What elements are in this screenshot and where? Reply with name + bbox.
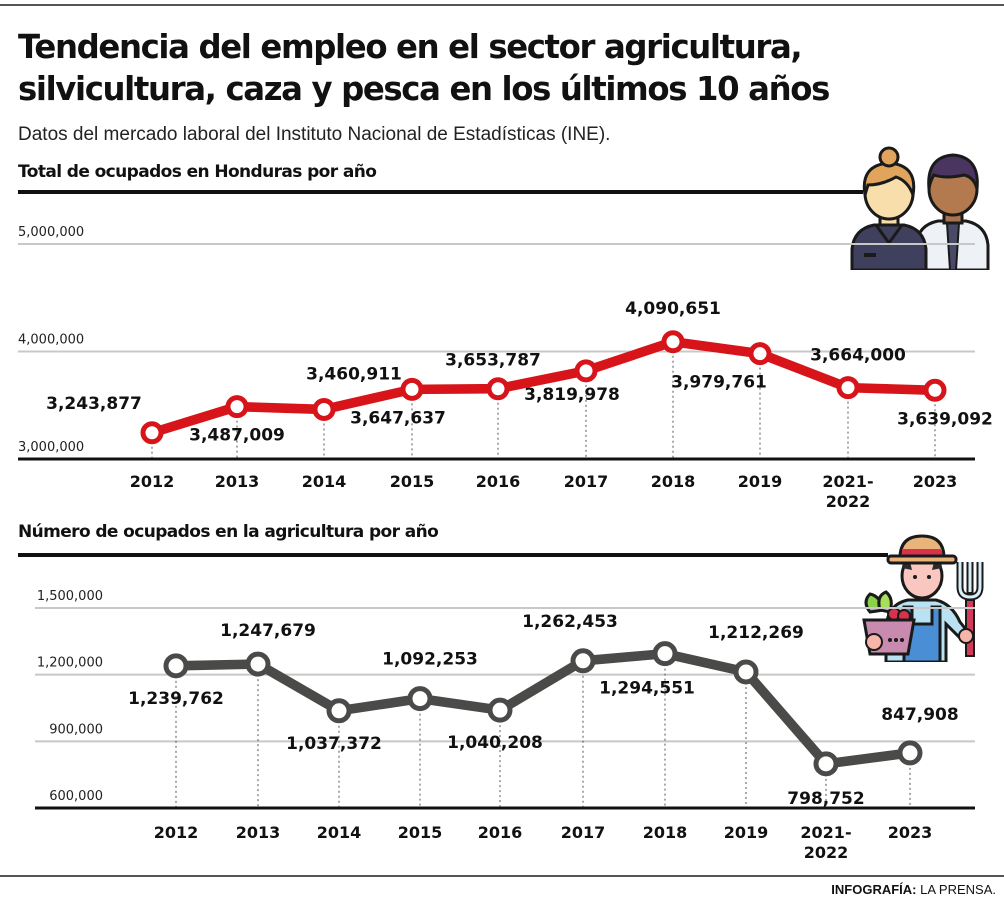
chart1-title: Total de ocupados en Honduras por año [18,162,377,182]
data-point [487,697,513,723]
footer-rule [0,875,1004,877]
data-label: 4,090,651 [625,299,721,319]
top-rule [0,4,1004,6]
y-tick-label: 900,000 [49,722,103,737]
data-point [574,359,598,383]
chart1-plot: 3,000,000 4,000,000 5,000,000 3,243,877 3,48… [18,225,993,511]
data-label: 3,243,877 [46,394,142,414]
data-point [245,651,271,677]
chart2-plot: 600,000 900,000 1,200,000 1,500,000 1,239,76… [35,589,975,862]
data-label: 3,979,761 [671,373,767,393]
chart2-title: Número de ocupados en la agricultura por… [18,522,439,542]
x-tick-label: 2023 [913,472,958,491]
credit-label: INFOGRAFÍA: [831,882,917,897]
data-point [486,377,510,401]
data-point [923,378,947,402]
y-tick-label: 3,000,000 [18,440,84,455]
data-label: 3,487,009 [189,426,285,446]
data-label: 1,262,453 [522,612,618,632]
data-point [570,648,596,674]
subtitle: Datos del mercado laboral del Instituto … [18,124,611,145]
data-label: 1,294,551 [599,679,695,699]
data-point [163,653,189,679]
data-label: 1,239,762 [128,689,224,709]
data-point [748,342,772,366]
x-tick-label: 2015 [398,823,443,842]
x-tick-label: 2018 [643,823,688,842]
x-tick-label: 2016 [478,823,523,842]
x-tick-label: 2012 [130,472,175,491]
chart2-title-rule [18,553,888,557]
series-line [150,336,936,438]
x-tick-label: 2022 [826,492,871,511]
data-label: 1,212,269 [708,623,804,643]
x-tick-label: 2014 [317,823,362,842]
x-tick-label: 2012 [154,823,199,842]
data-label: 3,664,000 [810,346,906,366]
data-label: 1,092,253 [382,650,478,670]
y-tick-label: 1,500,000 [37,589,103,604]
data-point [733,659,759,685]
x-tick-label: 2019 [738,472,783,491]
data-point [326,698,352,724]
data-point [836,376,860,400]
credit-source: LA PRENSA. [920,882,996,897]
x-tick-label: 2017 [564,472,609,491]
data-label: 3,819,978 [524,385,620,405]
data-label: 3,647,637 [350,408,446,428]
data-point [661,330,685,354]
x-tick-label: 2013 [215,472,260,491]
x-tick-label: 2013 [236,823,281,842]
data-point [312,397,336,421]
data-point [225,395,249,419]
data-label: 1,247,679 [220,621,316,641]
data-point [652,641,678,667]
x-tick-label: 2021- [822,472,873,491]
data-label: 3,639,092 [897,409,993,429]
y-tick-label: 5,000,000 [18,225,84,240]
x-tick-label: 2015 [390,472,435,491]
x-tick-label: 2016 [476,472,521,491]
workers-icon [850,146,990,270]
data-point [813,751,839,777]
y-tick-label: 600,000 [49,789,103,804]
man-figure [914,153,990,270]
x-tick-label: 2021- [800,823,851,842]
data-point [400,377,424,401]
data-point [897,740,923,766]
x-tick-label: 2022 [804,843,849,862]
x-tick-label: 2023 [888,823,933,842]
credit: INFOGRAFÍA: LA PRENSA. [831,882,996,897]
series-line [175,648,911,769]
data-label: 1,040,208 [447,733,543,753]
woman-figure [850,146,928,270]
data-label: 798,752 [787,789,864,809]
chart1-title-rule [18,190,863,194]
x-tick-label: 2014 [302,472,347,491]
y-tick-label: 4,000,000 [18,333,84,348]
data-label: 3,653,787 [445,351,541,371]
x-tick-label: 2017 [561,823,606,842]
data-label: 847,908 [881,705,958,725]
title-line-1: Tendencia del empleo en el sector agricu… [18,27,803,66]
x-tick-label: 2018 [651,472,696,491]
y-tick-label: 1,200,000 [37,656,103,671]
page-title: Tendencia del empleo en el sector agricu… [18,26,959,110]
x-tick-label: 2019 [724,823,769,842]
data-point [140,421,164,445]
data-point [407,686,433,712]
data-label: 1,037,372 [286,734,382,754]
data-label: 3,460,911 [306,364,402,384]
title-line-2: silvicultura, caza y pesca en los último… [18,69,830,108]
